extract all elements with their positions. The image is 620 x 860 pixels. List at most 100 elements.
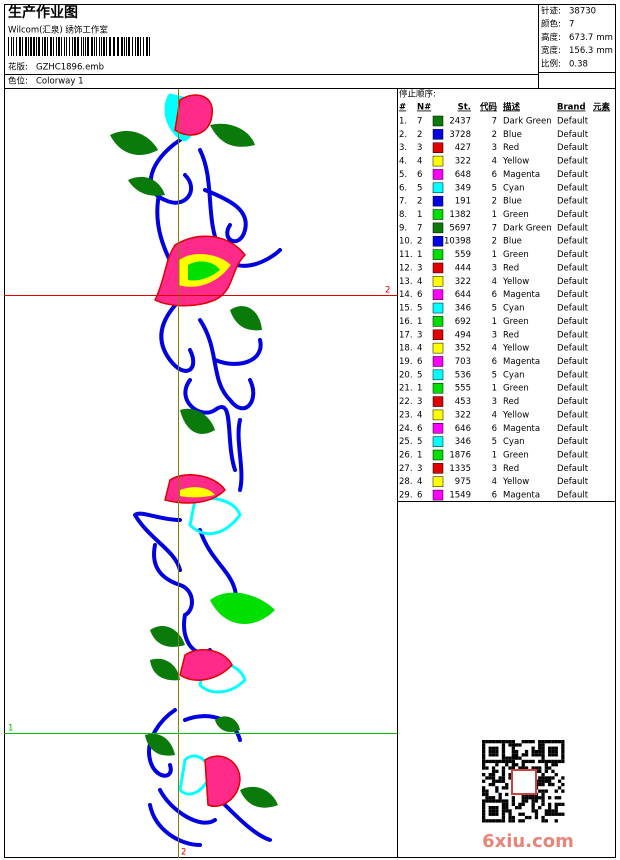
qr-module [485, 796, 489, 800]
qr-module [524, 815, 529, 820]
qr-module [511, 763, 515, 767]
qr-module [501, 743, 506, 747]
color-swatch [432, 235, 444, 247]
bar-stripe [8, 37, 9, 56]
qr-module [551, 769, 555, 773]
qr-module [508, 759, 512, 764]
qr-module [482, 756, 486, 760]
qr-module [505, 759, 509, 764]
qr-module [538, 779, 542, 783]
qr-module [482, 789, 486, 793]
qr-module [531, 799, 535, 803]
embroidery-design [110, 93, 282, 847]
barcode [8, 37, 150, 56]
row-number: 3. [399, 143, 407, 153]
color-name: Yellow [502, 477, 529, 487]
color-code: 4 [492, 344, 497, 354]
qr-module [541, 740, 545, 744]
qr-module [554, 796, 558, 800]
qr-module [515, 763, 519, 767]
qr-module [541, 746, 545, 750]
qr-module [538, 753, 542, 757]
qr-module [495, 786, 499, 790]
qr-module [501, 766, 506, 770]
qr-module [498, 792, 502, 797]
color-name: Cyan [503, 304, 525, 314]
qr-module [561, 756, 565, 760]
qr-module [491, 746, 496, 750]
qr-module [482, 753, 486, 757]
needle-number: 3 [417, 464, 422, 474]
brand: Default [557, 424, 589, 434]
qr-module [541, 776, 545, 780]
qr-module [548, 802, 552, 806]
qr-module [541, 819, 545, 823]
qr-module [531, 796, 535, 800]
color-swatch [432, 329, 444, 341]
qr-module [534, 809, 539, 813]
stitch-count: 692 [455, 317, 471, 327]
qr-module [485, 766, 489, 770]
color-swatch [432, 342, 444, 354]
row-number: 20. [399, 370, 413, 380]
qr-module [495, 769, 499, 773]
qr-module [544, 779, 548, 783]
stitch-count: 346 [455, 304, 471, 314]
qr-module [524, 799, 529, 803]
qr-module [488, 749, 492, 754]
qr-module [501, 753, 506, 757]
qr-module [557, 812, 562, 816]
qr-module [488, 799, 492, 803]
bar-stripe [44, 37, 46, 56]
qr-module [501, 776, 506, 780]
bar-stripe [128, 37, 130, 56]
colorway-label: 色位: [8, 76, 28, 87]
bar-stripe [94, 37, 95, 56]
row-number: 9. [399, 223, 407, 233]
qr-module [495, 740, 499, 744]
color-swatch [432, 356, 444, 367]
stitch-count: 644 [455, 290, 471, 300]
qr-module [482, 759, 486, 764]
bar-stripe [56, 37, 57, 56]
qr-module [491, 806, 496, 810]
stitch-count: 559 [455, 250, 471, 260]
brand: Default [557, 330, 589, 340]
bar-stripe [38, 37, 40, 56]
qr-module [511, 756, 515, 760]
column-header: St. [458, 103, 471, 113]
qr-module [491, 740, 496, 744]
stitch-count: 352 [455, 344, 471, 354]
bar-stripe [91, 37, 93, 56]
qr-module [561, 789, 565, 793]
qr-module [505, 806, 509, 810]
row-number: 12. [399, 263, 413, 273]
needle-number: 4 [417, 277, 422, 287]
qr-module [538, 746, 542, 750]
qr-module [528, 759, 532, 764]
brand: Default [557, 263, 589, 273]
qr-module [488, 812, 492, 816]
qr-module [561, 746, 565, 750]
bar-stripe [85, 37, 86, 56]
qr-module [511, 746, 515, 750]
qr-module [554, 802, 558, 806]
qr-module [548, 779, 552, 783]
bar-stripe [61, 37, 62, 56]
qr-module [501, 756, 506, 760]
qr-module [557, 786, 562, 790]
needle-number: 7 [417, 117, 422, 127]
color-code: 4 [492, 477, 497, 487]
needle-number: 4 [417, 410, 422, 420]
qr-module [538, 759, 542, 764]
color-code: 5 [492, 304, 497, 314]
qr-module [491, 769, 496, 773]
qr-module [501, 769, 506, 773]
brand: Default [557, 117, 589, 127]
qr-module [557, 759, 562, 764]
qr-module [521, 766, 525, 770]
color-code: 3 [492, 143, 497, 153]
bar-stripe [69, 37, 70, 56]
design-label: 花版: [8, 62, 28, 73]
